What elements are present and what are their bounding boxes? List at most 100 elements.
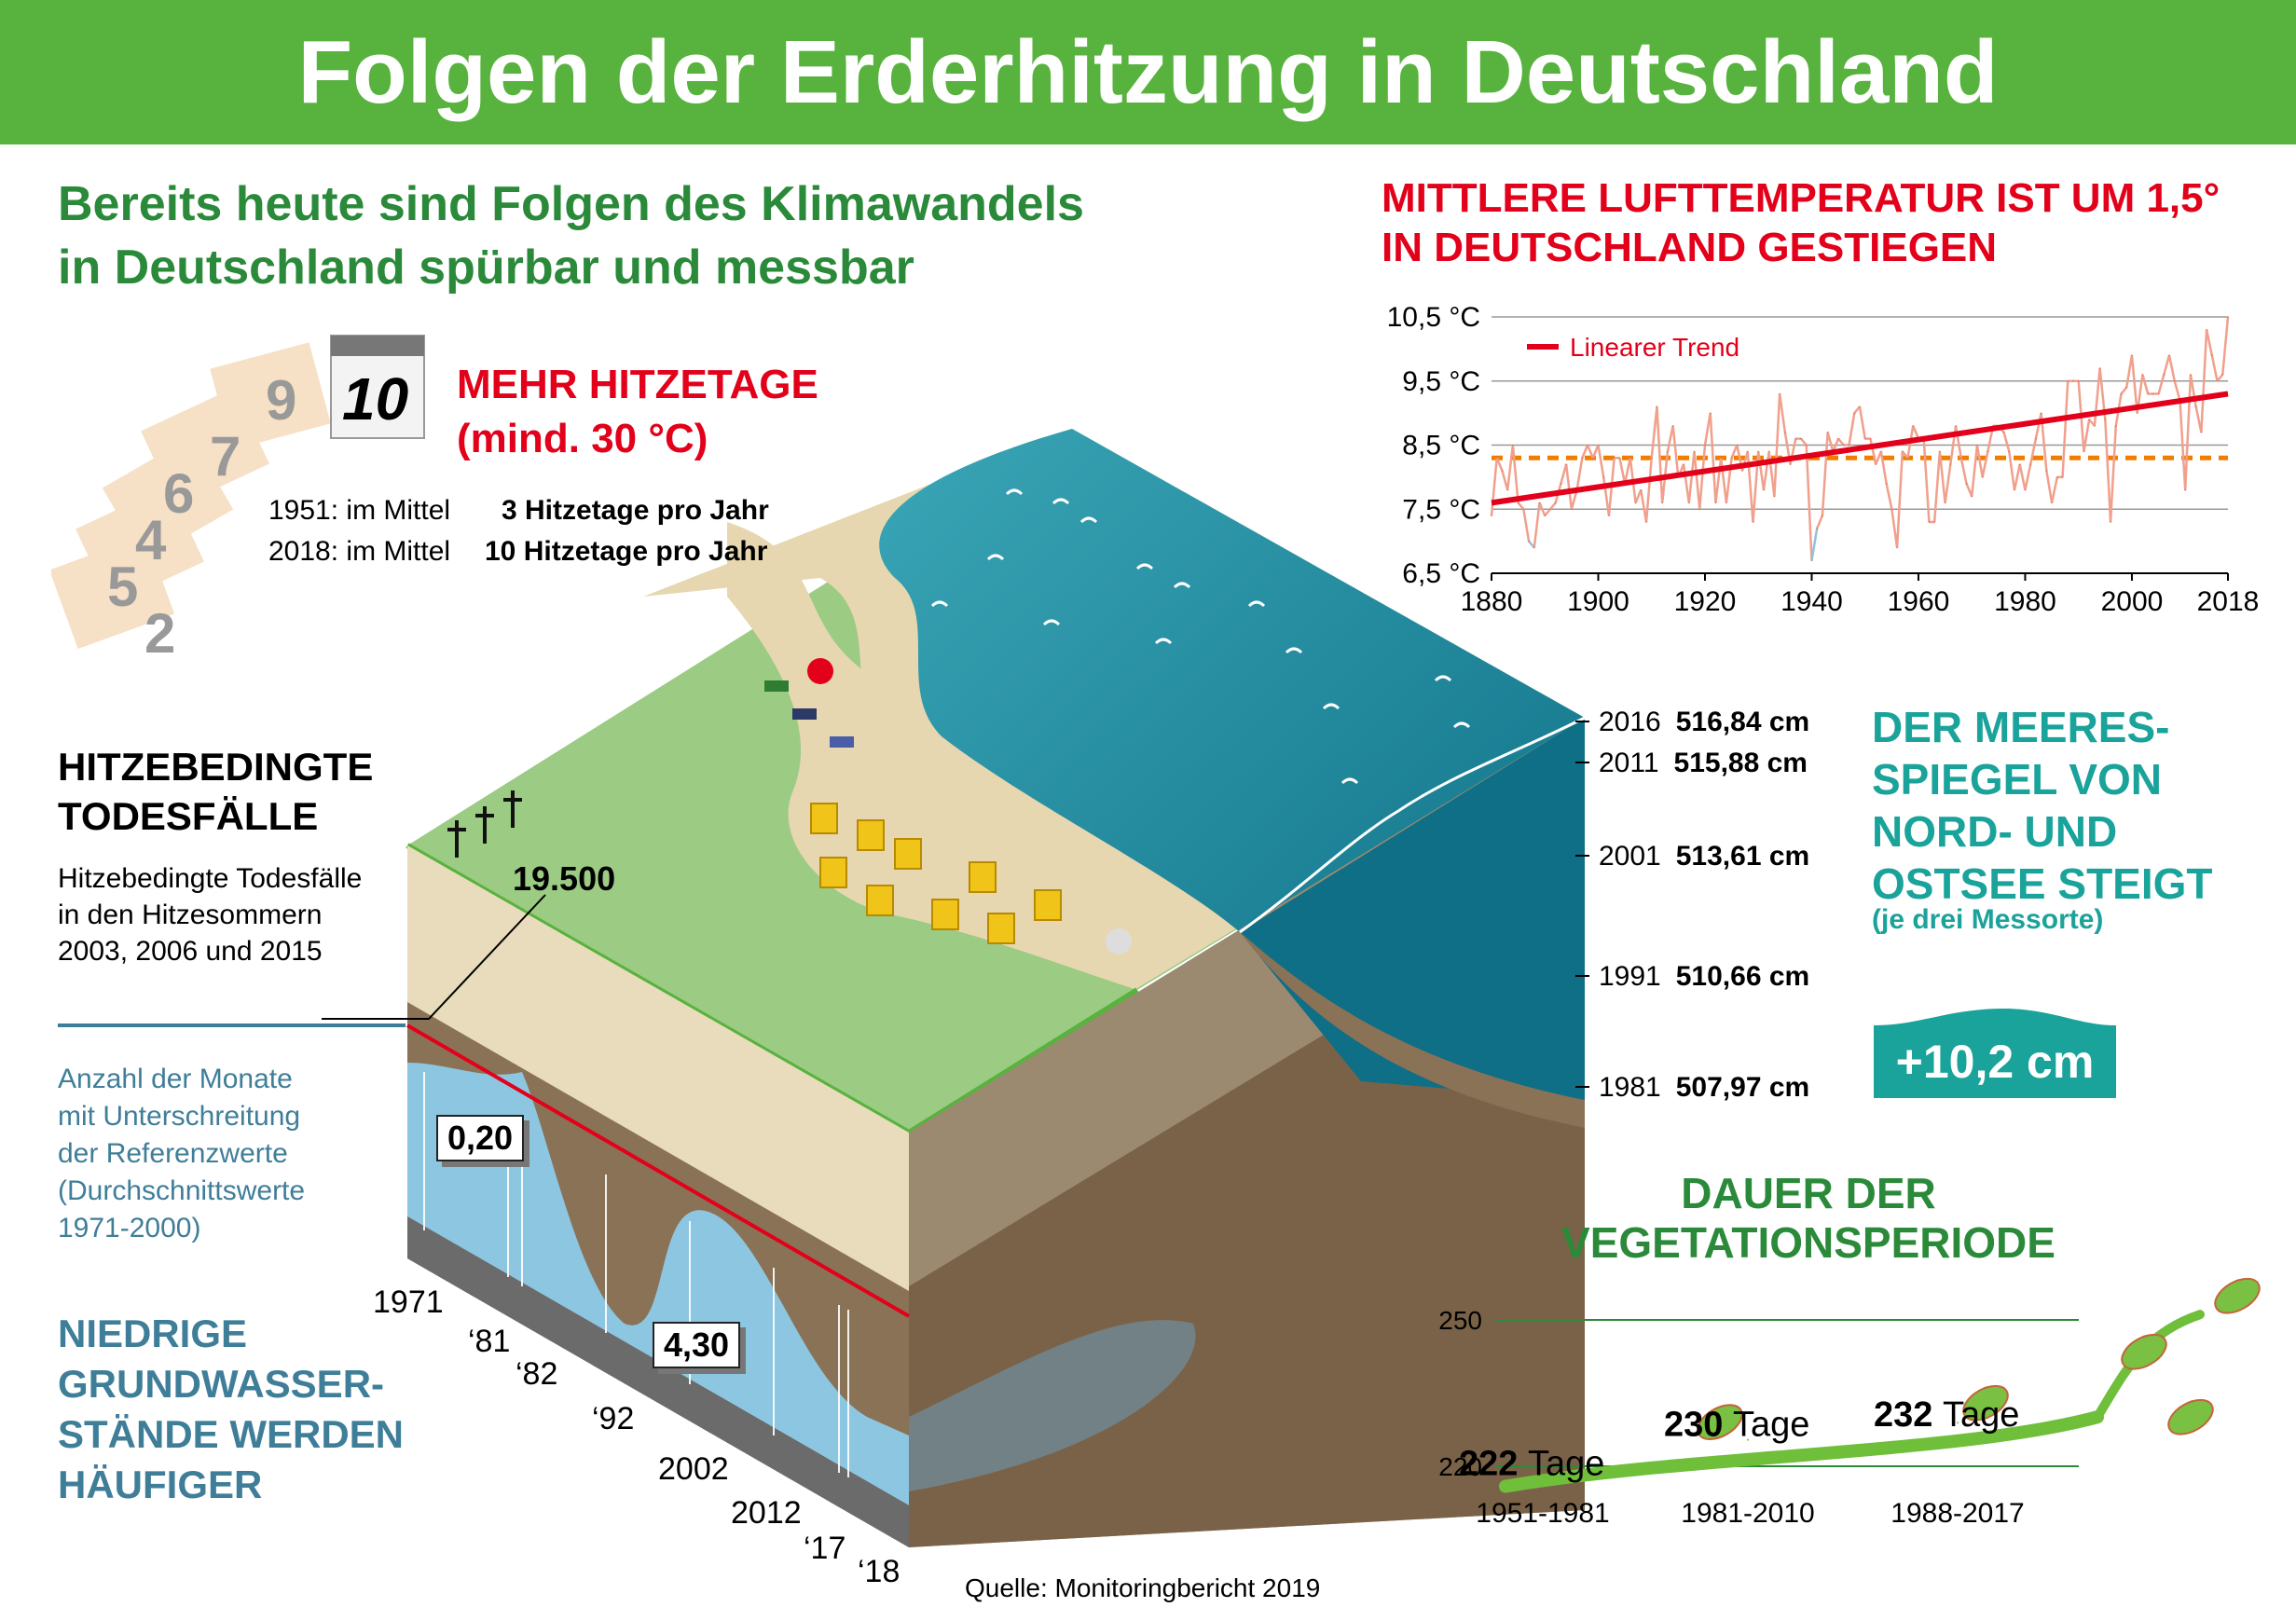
temperature-point (2200, 431, 2203, 433)
heat-days-2018-label: 2018: im Mittel (268, 536, 451, 567)
temperature-point (2168, 354, 2170, 357)
temperature-point (2018, 463, 2021, 465)
groundwater-description: Anzahl der Monate mit Unterschreitung de… (58, 1061, 305, 1247)
temperature-title: MITTLERE LUFTTEMPERATUR IST UM 1,5° (1382, 175, 2220, 221)
trend-line (1491, 391, 2229, 506)
sea-level-year: 2016 (1599, 707, 1661, 737)
gw-year-81: ‘81 (468, 1324, 511, 1359)
calendar-page-7: 7 (210, 425, 241, 488)
temperature-segment (1517, 501, 1525, 511)
temperature-point (2056, 476, 2058, 478)
sea-level-note: (je drei Messorte) (1872, 904, 2104, 935)
temperature-point (1517, 501, 1519, 504)
temperature-point (2061, 476, 2064, 478)
temperature-segment (2130, 355, 2138, 414)
gw-year-18: ‘18 (858, 1554, 901, 1589)
temperature-segment (1693, 451, 1701, 510)
temperature-point (1629, 457, 1631, 460)
sea-title-2: SPIEGEL VON (1872, 755, 2163, 804)
temperature-segment (2104, 419, 2112, 523)
temperature-segment (2179, 400, 2187, 490)
calendar-icon: 9 7 6 4 5 2 10 (51, 335, 425, 665)
temperature-point (1671, 425, 1674, 427)
temperature-point (1784, 431, 1786, 433)
temperature-segment (2002, 432, 2011, 452)
temperature-point (1890, 508, 1893, 511)
temperature-point (2216, 379, 2219, 382)
sea-level-value: 510,66 cm (1675, 961, 1810, 992)
temperature-point (1822, 515, 1823, 516)
temperature-segment (1564, 463, 1574, 510)
temperature-segment (1778, 393, 1787, 433)
temperature-segment (2205, 329, 2214, 356)
sea-level-value: 516,84 cm (1675, 707, 1810, 737)
temperature-point (2211, 354, 2213, 357)
sea-level-row: 2011 515,88 cm (1599, 748, 1808, 779)
intro-line-2: in Deutschland spürbar und messbar (58, 240, 914, 295)
temperature-point (1554, 501, 1557, 504)
temperature-point (1591, 457, 1594, 460)
gw-year-2002: 2002 (658, 1451, 729, 1487)
temperature-point (1656, 405, 1658, 408)
temperature-point (2088, 419, 2090, 420)
temperature-point (2120, 392, 2123, 395)
temperature-point (1565, 463, 1567, 465)
deaths-desc-1: Hitzebedingte Todesfälle (58, 863, 363, 894)
temperature-segment (2013, 463, 2021, 490)
leaf (2214, 1277, 2261, 1314)
temperature-point (1597, 444, 1600, 446)
temperature-segment (1800, 437, 1808, 446)
temperature-point (1976, 444, 1978, 446)
y-tick-label: 250 (1438, 1306, 1482, 1335)
temperature-point (1618, 457, 1621, 460)
temperature-segment (1848, 412, 1856, 446)
groundwater-desc-1: Anzahl der Monate (58, 1064, 293, 1094)
x-tick-label: 1880 (1461, 586, 1523, 617)
calendar-page-9: 9 (266, 369, 296, 432)
temperature-point (1645, 521, 1647, 523)
heat-days-1951-value: 3 Hitzetage pro Jahr (502, 495, 769, 526)
temperature-segment (1932, 451, 1942, 523)
temperature-segment (1975, 445, 1984, 478)
temperature-segment (2050, 476, 2059, 503)
temperature-segment (1634, 489, 1643, 503)
temperature-segment (1821, 432, 1829, 516)
temperature-point (1971, 495, 1973, 498)
temperature-segment (1875, 450, 1883, 465)
temperature-point (1634, 501, 1637, 504)
temperature-point (1853, 412, 1856, 414)
sea-level-row: 2001 513,61 cm (1599, 841, 1809, 872)
temperature-point (2024, 488, 2027, 491)
temperature-segment (1687, 451, 1696, 503)
y-tick-label: 10,5 °C (1387, 302, 1480, 333)
temperature-point (1933, 521, 1935, 523)
temperature-segment (1682, 463, 1691, 503)
temperature-point (1571, 508, 1573, 511)
temperature-segment (1538, 501, 1547, 516)
temperature-point (1661, 501, 1663, 504)
temperature-segment (1522, 509, 1531, 542)
page-title: Folgen der Erderhitzung in Deutschland (297, 22, 1999, 122)
temperature-point (1779, 392, 1780, 395)
temperature-segment (1597, 445, 1605, 478)
temperature-point (1987, 450, 1989, 453)
temperature-point (2045, 470, 2048, 472)
sea-level-year: 1991 (1599, 961, 1661, 992)
temperature-segment (1495, 457, 1504, 472)
deaths-desc-2: in den Hitzesommern (58, 900, 323, 930)
vegetation-value-label: 232 Tage (1874, 1395, 2019, 1435)
x-tick-label: 1920 (1674, 586, 1737, 617)
vegetation-category-label: 1951-1981 (1476, 1498, 1609, 1529)
temperature-segment (1533, 502, 1541, 548)
temperature-point (1667, 450, 1669, 453)
temperature-point (1688, 501, 1690, 504)
temperature-segment (1762, 451, 1770, 490)
temperature-segment (1671, 425, 1680, 478)
x-tick-label: 1960 (1888, 586, 1950, 617)
temperature-segment (1719, 458, 1728, 503)
temperature-segment (1890, 509, 1899, 548)
temperature-segment (1591, 445, 1600, 459)
temperature-point (2040, 412, 2042, 414)
temperature-segment (2024, 463, 2032, 490)
vegetation-point (1542, 1485, 1544, 1488)
